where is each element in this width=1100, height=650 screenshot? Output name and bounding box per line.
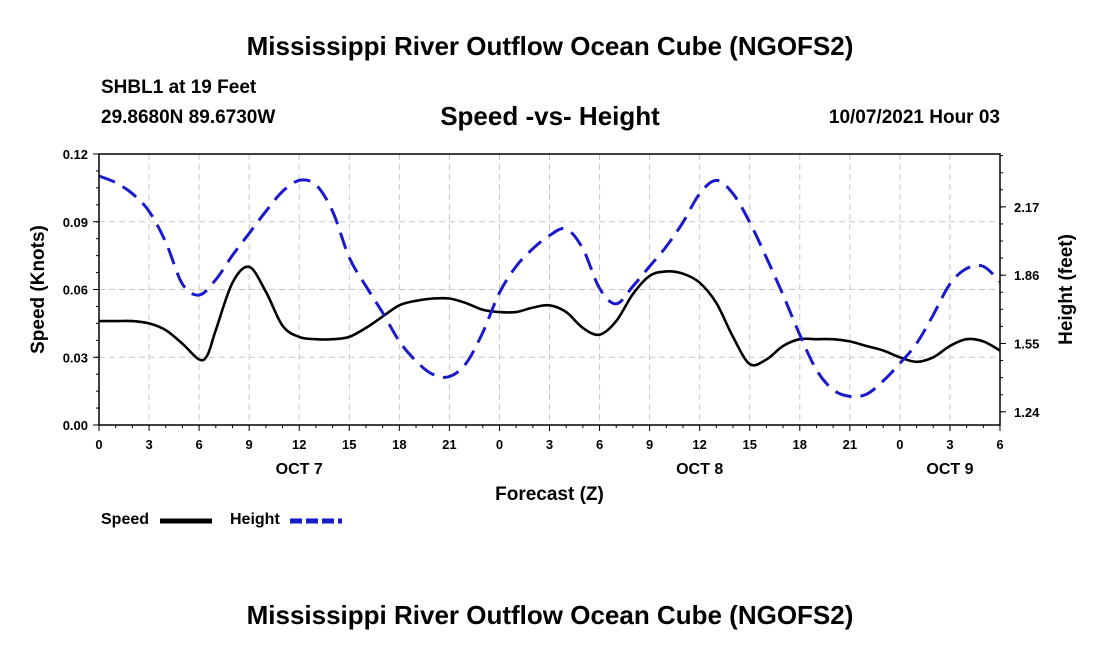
x-tick-label: 12 xyxy=(692,437,706,452)
x-tick-label: 6 xyxy=(596,437,603,452)
x-tick-label: 0 xyxy=(896,437,903,452)
y2-tick-label: 1.86 xyxy=(1014,268,1039,283)
x-axis-title: Forecast (Z) xyxy=(495,484,604,505)
day-label: OCT 9 xyxy=(926,461,973,478)
legend: Speed Height xyxy=(101,511,342,528)
x-tick-label: 18 xyxy=(392,437,406,452)
forecast-datetime: 10/07/2021 Hour 03 xyxy=(828,107,1000,128)
grid-lines xyxy=(99,154,1000,425)
y-tick-label: 0.06 xyxy=(63,283,88,298)
y2-tick-label: 2.17 xyxy=(1014,200,1039,215)
x-tick-label: 15 xyxy=(742,437,756,452)
x-tick-label: 9 xyxy=(646,437,653,452)
footer-title: Mississippi River Outflow Ocean Cube (NG… xyxy=(246,600,854,630)
y-axis-title: Speed (Knots) xyxy=(28,225,49,354)
x-tick-label: 21 xyxy=(843,437,857,452)
series-layer xyxy=(98,174,1002,399)
legend-label-speed: Speed xyxy=(101,511,149,528)
y2-axis-title: Height (feet) xyxy=(1056,234,1077,345)
series-line-speed xyxy=(98,265,1001,367)
y2-tick-label: 1.55 xyxy=(1014,336,1039,351)
y2-tick-label: 1.24 xyxy=(1014,405,1040,420)
y-tick-label: 0.09 xyxy=(63,215,88,230)
y-tick-label: 0.03 xyxy=(63,350,88,365)
legend-label-height: Height xyxy=(230,511,280,528)
x-tick-label: 15 xyxy=(342,437,356,452)
x-tick-label: 6 xyxy=(996,437,1003,452)
x-tick-label: 3 xyxy=(145,437,152,452)
day-label: OCT 7 xyxy=(276,461,323,478)
y-tick-label: 0.12 xyxy=(63,147,88,162)
x-tick-label: 21 xyxy=(442,437,456,452)
station-label: SHBL1 at 19 Feet xyxy=(101,77,257,98)
chart-title: Mississippi River Outflow Ocean Cube (NG… xyxy=(246,31,854,61)
x-tick-label: 9 xyxy=(246,437,253,452)
x-tick-label: 18 xyxy=(793,437,807,452)
x-tick-label: 12 xyxy=(292,437,306,452)
x-tick-label: 6 xyxy=(195,437,202,452)
station-coordinates: 29.8680N 89.6730W xyxy=(101,107,276,128)
chart-subtitle: Speed -vs- Height xyxy=(440,101,660,131)
x-tick-label: 0 xyxy=(496,437,503,452)
x-tick-label: 3 xyxy=(546,437,553,452)
x-tick-label: 3 xyxy=(946,437,953,452)
y-tick-label: 0.00 xyxy=(63,418,88,433)
day-label: OCT 8 xyxy=(676,461,723,478)
x-tick-label: 0 xyxy=(95,437,102,452)
series-line-height xyxy=(98,174,1002,399)
axes: 0 3 6 9 12 15 18 21 0 3 6 9 12 15 18 21 0 3 6 OCT 7 OCT 8 OCT… xyxy=(63,147,1040,478)
